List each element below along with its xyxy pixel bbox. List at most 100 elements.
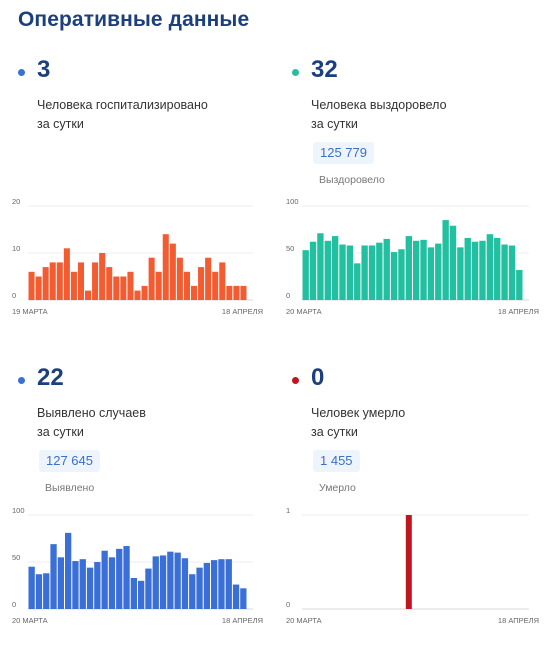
bar: [501, 244, 508, 300]
recovered-total-label: Выздоровело: [319, 174, 385, 186]
x-start-label: 19 МАРТА: [12, 307, 48, 316]
hospitalized-panel: 3 Человека госпитализировано за сутки: [18, 56, 268, 358]
x-end-label: 18 АПРЕЛЯ: [498, 616, 539, 625]
bar: [174, 552, 181, 609]
bar: [218, 559, 225, 609]
x-end-label: 18 АПРЕЛЯ: [222, 616, 263, 625]
died-description: Человек умерло за сутки: [311, 406, 406, 439]
bar: [189, 574, 196, 609]
bar: [43, 573, 50, 609]
bar: [99, 253, 106, 300]
bar: [196, 567, 203, 609]
died-dot-icon: [292, 377, 299, 384]
bar: [232, 584, 240, 609]
bar: [28, 271, 35, 300]
bar: [383, 238, 390, 300]
bar: [159, 555, 167, 609]
bar: [471, 241, 479, 300]
detected-total-label: Выявлено: [45, 482, 95, 494]
bar: [240, 285, 247, 300]
bar: [86, 567, 94, 609]
bar: [50, 544, 57, 609]
bar: [516, 269, 523, 300]
bar: [479, 240, 486, 300]
bar: [79, 559, 86, 609]
hospitalized-value: 3: [37, 56, 51, 83]
recovered-chart: 0 50 100 20 МАРТА 18 АПРЕЛЯ: [286, 197, 539, 316]
bar: [152, 556, 159, 609]
bar: [212, 271, 219, 300]
detected-panel: 22 Выявлено случаев за сутки 127 645 Выя…: [18, 364, 268, 666]
bar: [203, 562, 210, 609]
bar: [233, 285, 240, 300]
bar: [354, 263, 361, 300]
y-tick-label: 0: [286, 600, 290, 609]
bar: [162, 234, 169, 300]
bar: [324, 240, 331, 300]
bar: [457, 247, 464, 300]
bar: [72, 561, 79, 609]
detected-total: 127 645: [39, 450, 100, 472]
bar: [405, 236, 412, 300]
bar: [42, 267, 49, 300]
bar: [138, 580, 145, 609]
bar: [106, 267, 113, 300]
bar: [390, 252, 398, 300]
bar: [368, 245, 376, 300]
bar: [486, 234, 494, 300]
bar: [145, 568, 152, 609]
page-title: Оперативные данные: [18, 8, 250, 31]
detected-dot-icon: [18, 377, 25, 384]
recovered-dot-icon: [292, 69, 299, 76]
bar: [134, 290, 141, 300]
x-end-label: 18 АПРЕЛЯ: [498, 307, 539, 316]
y-tick-label: 50: [12, 553, 20, 562]
bar: [346, 245, 354, 300]
bar: [77, 262, 85, 300]
bar: [28, 566, 35, 609]
bar: [309, 241, 317, 300]
bar: [116, 548, 123, 609]
bar: [130, 577, 137, 609]
bar: [405, 515, 412, 609]
bar: [141, 285, 148, 300]
y-tick-label: 20: [12, 197, 20, 206]
recovered-panel: 32 Человека выздоровело за сутки 125 779…: [292, 56, 542, 358]
died-value: 0: [311, 364, 325, 391]
bar: [70, 271, 77, 300]
bar: [169, 243, 176, 300]
bar: [85, 290, 92, 300]
hospitalized-description: Человека госпитализировано за сутки: [37, 98, 208, 131]
bar: [176, 257, 183, 300]
bar: [92, 262, 99, 300]
bar: [376, 242, 383, 300]
y-tick-label: 50: [286, 244, 294, 253]
y-tick-label: 1: [286, 506, 290, 515]
bar: [108, 557, 116, 609]
x-start-label: 20 МАРТА: [286, 307, 322, 316]
bar: [181, 558, 189, 609]
y-tick-label: 0: [12, 600, 16, 609]
recovered-value: 32: [311, 56, 338, 83]
bar: [449, 225, 457, 300]
recovered-total: 125 779: [313, 142, 374, 164]
bar: [420, 239, 427, 300]
bar: [361, 245, 368, 300]
bar: [339, 244, 346, 300]
bar: [225, 559, 232, 609]
bar: [317, 233, 324, 300]
recovered-description: Человека выздоровело за сутки: [311, 98, 447, 131]
bar: [464, 237, 471, 300]
bar: [398, 249, 405, 300]
y-tick-label: 100: [12, 506, 25, 515]
bar: [240, 588, 247, 609]
bar: [56, 262, 63, 300]
bar: [219, 262, 226, 300]
bar: [35, 574, 43, 609]
x-start-label: 20 МАРТА: [12, 616, 48, 625]
bar: [494, 237, 501, 300]
y-tick-label: 0: [286, 291, 290, 300]
hospitalized-dot-icon: [18, 69, 25, 76]
died-panel: 0 Человек умерло за сутки 1 455 Умерло: [292, 364, 542, 666]
bar: [435, 243, 442, 300]
